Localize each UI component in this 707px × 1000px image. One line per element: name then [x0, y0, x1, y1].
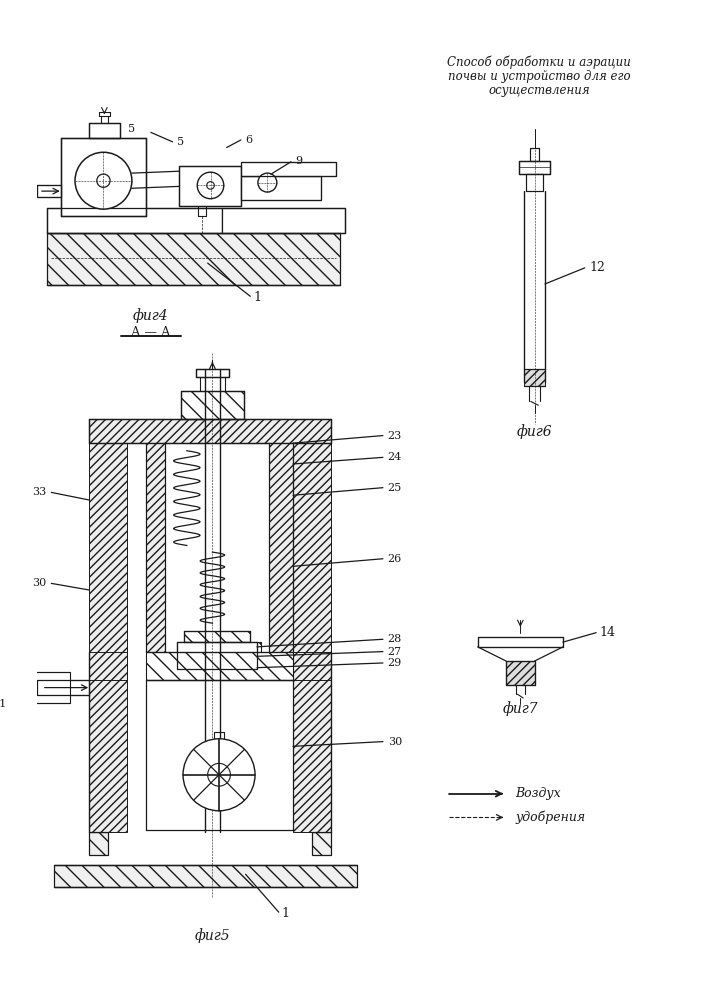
Bar — [241, 176, 322, 200]
Text: 1: 1 — [253, 291, 261, 304]
Bar — [197, 369, 228, 377]
Text: 12: 12 — [590, 261, 605, 274]
Text: фиг7: фиг7 — [503, 701, 538, 716]
Text: фиг4: фиг4 — [133, 308, 169, 323]
Text: осуществления: осуществления — [489, 84, 590, 97]
Bar — [47, 233, 340, 285]
Bar — [209, 742, 228, 756]
Bar — [177, 642, 197, 669]
Bar — [89, 652, 127, 680]
Text: 25: 25 — [387, 483, 402, 493]
Bar — [177, 642, 257, 669]
Text: 6: 6 — [245, 135, 252, 145]
Bar — [184, 631, 250, 642]
Circle shape — [258, 173, 277, 192]
Text: Способ обработки и аэрации: Способ обработки и аэрации — [448, 56, 631, 69]
Text: 30: 30 — [33, 578, 47, 588]
Bar — [478, 637, 563, 647]
Text: 5: 5 — [177, 137, 185, 147]
Text: 27: 27 — [387, 647, 402, 657]
Bar — [89, 419, 331, 443]
Text: 33: 33 — [33, 487, 47, 497]
Bar — [37, 185, 61, 197]
Text: А — А: А — А — [131, 326, 170, 339]
Text: почвы и устройство для его: почвы и устройство для его — [448, 70, 631, 83]
Text: фиг6: фиг6 — [517, 424, 552, 439]
Bar — [89, 443, 127, 832]
Bar — [241, 162, 336, 176]
Bar — [242, 642, 261, 669]
Text: 28: 28 — [387, 634, 402, 644]
Text: 24: 24 — [387, 452, 402, 462]
Circle shape — [208, 763, 230, 786]
Circle shape — [197, 172, 224, 199]
Text: 26: 26 — [387, 554, 402, 564]
Bar — [530, 148, 539, 161]
Circle shape — [75, 152, 132, 209]
Text: 30: 30 — [387, 737, 402, 747]
Bar — [146, 652, 293, 680]
Bar — [524, 369, 545, 386]
Bar — [89, 832, 108, 855]
Bar — [293, 443, 331, 832]
Circle shape — [97, 174, 110, 187]
Bar — [312, 832, 331, 855]
Bar — [146, 443, 165, 652]
Text: 9: 9 — [295, 156, 302, 166]
Circle shape — [206, 182, 214, 189]
Text: 1: 1 — [281, 907, 290, 920]
Bar — [506, 661, 534, 685]
Bar — [520, 161, 550, 174]
Bar — [269, 443, 293, 652]
Bar — [37, 680, 89, 695]
Bar — [47, 208, 222, 233]
Bar — [181, 391, 244, 419]
Bar — [214, 732, 224, 742]
Text: фиг5: фиг5 — [194, 928, 230, 943]
Text: 29: 29 — [387, 658, 402, 668]
Text: 5: 5 — [128, 124, 136, 134]
Bar — [222, 208, 345, 233]
Bar — [89, 123, 119, 138]
Bar — [54, 865, 357, 887]
Bar — [23, 672, 70, 703]
Bar — [61, 138, 146, 216]
Bar — [526, 174, 543, 191]
Circle shape — [183, 739, 255, 811]
Text: Воздух: Воздух — [515, 787, 561, 800]
Bar — [180, 166, 241, 206]
Text: 31: 31 — [0, 699, 7, 709]
Text: удобрения: удобрения — [515, 811, 585, 824]
Text: 23: 23 — [387, 431, 402, 441]
Text: 14: 14 — [600, 626, 616, 639]
Bar — [293, 652, 331, 680]
